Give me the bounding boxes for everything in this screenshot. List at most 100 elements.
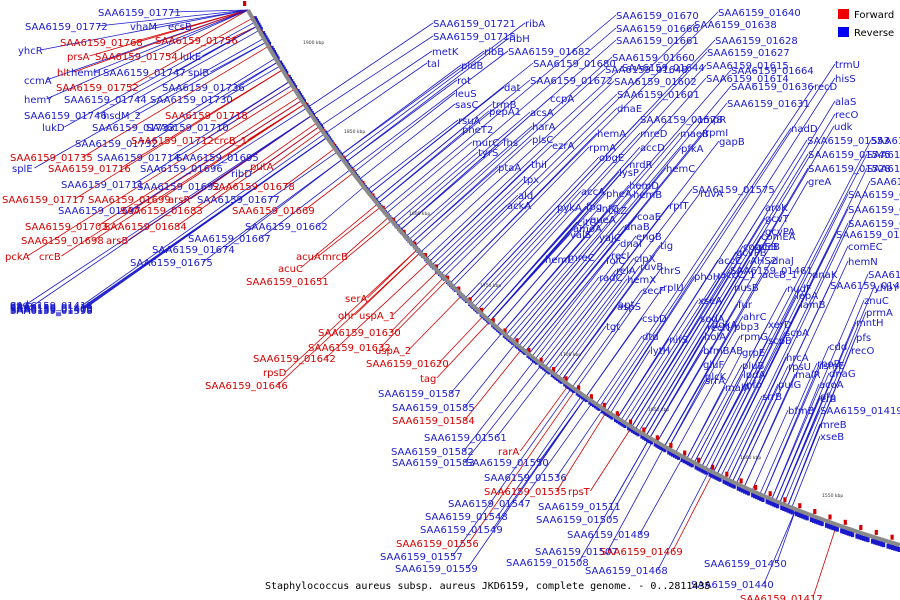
leader-line bbox=[548, 257, 635, 370]
gene-label: vhaM bbox=[130, 22, 157, 33]
gene-label: dnaE bbox=[617, 104, 642, 115]
gene-arrow bbox=[710, 472, 714, 478]
gene-label: pfs bbox=[856, 333, 871, 344]
gene-label: arsB bbox=[106, 236, 128, 247]
gene-label: hsdM_2 bbox=[103, 111, 141, 122]
leader-line bbox=[358, 103, 456, 181]
kbp-tick-label: 1550 kbp bbox=[822, 493, 843, 499]
gene-arrow bbox=[617, 419, 621, 425]
gene-label: holA bbox=[704, 332, 726, 343]
gene-label: sodA bbox=[700, 314, 725, 325]
gene-label: SAA6159_01559 bbox=[395, 564, 478, 575]
gene-label: rpmI bbox=[705, 128, 728, 139]
kbp-tick-label: 1850 kbp bbox=[344, 129, 365, 135]
gene-label: metK bbox=[432, 47, 459, 58]
gene-label: engB bbox=[636, 232, 662, 243]
leader-line bbox=[728, 356, 787, 481]
gene-arrow bbox=[646, 437, 650, 443]
leader-line bbox=[520, 384, 570, 452]
gene-label: uspA_2 bbox=[375, 346, 411, 357]
gene-label: accB_1 bbox=[762, 270, 797, 281]
gene-arrow bbox=[846, 530, 850, 536]
gene-arrow bbox=[601, 408, 605, 414]
leader-line bbox=[304, 172, 354, 211]
gene-label: rpsT bbox=[568, 487, 591, 498]
leader-line bbox=[437, 194, 519, 272]
gene-label: SAA6159_01527 bbox=[848, 205, 900, 216]
gene-label: SAA6159_01489 bbox=[567, 530, 650, 541]
gene-label: SAA6159_01526 bbox=[848, 219, 900, 230]
gene-label: hemY bbox=[24, 95, 53, 106]
gene-label: crcB bbox=[39, 252, 61, 263]
leader-line bbox=[624, 273, 721, 423]
leader-line bbox=[556, 408, 604, 478]
gene-label: SAA6159_01730 bbox=[150, 95, 233, 106]
gene-arrow bbox=[888, 544, 892, 550]
leader-line bbox=[82, 133, 325, 306]
leader-line bbox=[272, 129, 323, 167]
gene-arrow bbox=[882, 542, 886, 548]
leader-line bbox=[531, 254, 612, 357]
leader-line bbox=[474, 190, 582, 308]
gene-label: rot bbox=[457, 76, 471, 87]
gene-arrow bbox=[479, 307, 484, 313]
gene-arrow bbox=[632, 428, 636, 434]
gene-label: recD bbox=[814, 82, 838, 93]
gene-arrow bbox=[759, 496, 763, 502]
gene-label: SAA6159_01548 bbox=[425, 512, 508, 523]
leader-line bbox=[520, 401, 594, 504]
leader-line bbox=[558, 265, 641, 378]
leader-line bbox=[300, 203, 378, 269]
gene-label: ompR bbox=[697, 115, 726, 126]
gene-arrow bbox=[788, 508, 792, 514]
gene-arrow bbox=[801, 513, 805, 519]
leader-line bbox=[724, 222, 849, 479]
gene-arrow bbox=[610, 414, 614, 420]
gene-label: fur bbox=[738, 300, 753, 311]
gene-arrow bbox=[671, 451, 675, 457]
gene-label: rpoD bbox=[817, 359, 842, 370]
gene-arrow bbox=[718, 476, 722, 482]
gene-arrow bbox=[704, 469, 708, 475]
gene-label: rarA bbox=[498, 447, 519, 458]
gene-label: SAA6159_01640 bbox=[718, 8, 801, 19]
gene-label: gapB bbox=[719, 137, 745, 148]
leader-line bbox=[656, 363, 704, 443]
gene-arrow bbox=[736, 485, 740, 491]
gene-label: SAA6159_01582 bbox=[391, 447, 474, 458]
gene-label: SAA6159_01440 bbox=[691, 580, 774, 591]
gene-label: citZ bbox=[608, 206, 627, 217]
leader-line bbox=[720, 395, 763, 477]
gene-label: dnaK bbox=[812, 270, 838, 281]
gene-label: SAA6159_01638 bbox=[694, 20, 777, 31]
gene-arrow bbox=[747, 490, 751, 496]
gene-label: nifS bbox=[669, 335, 688, 346]
leader-line bbox=[431, 178, 524, 266]
leader-line bbox=[578, 437, 651, 563]
gene-arrow bbox=[711, 464, 715, 470]
gene-arrow bbox=[829, 524, 833, 530]
gene-arrow bbox=[243, 1, 247, 6]
gene-label: infC bbox=[599, 204, 619, 215]
leader-line bbox=[27, 88, 295, 257]
gene-arrow bbox=[682, 458, 686, 464]
gene-label: nrdR bbox=[629, 160, 653, 171]
gene-arrow bbox=[859, 535, 863, 541]
gene-arrow bbox=[827, 523, 831, 529]
leader-line bbox=[657, 470, 710, 571]
gene-arrow bbox=[669, 443, 673, 448]
gene-arrow bbox=[615, 418, 620, 424]
gene-label: SAA6159_01416 bbox=[10, 303, 93, 314]
gene-label: SAA6159_01465 bbox=[836, 230, 900, 241]
gene-arrow bbox=[589, 394, 593, 400]
gene-label: SAA6159_01630 bbox=[318, 328, 401, 339]
gene-label: SAA6159_01697 bbox=[58, 206, 141, 217]
gene-label: acuA bbox=[296, 252, 321, 263]
gene-label: SAA6159_01674 bbox=[152, 245, 235, 256]
leader-line bbox=[147, 61, 278, 144]
leader-line bbox=[318, 206, 381, 257]
leader-line bbox=[224, 158, 343, 250]
leader-line bbox=[709, 294, 797, 471]
leader-line bbox=[595, 335, 643, 405]
leader-line bbox=[502, 256, 569, 333]
